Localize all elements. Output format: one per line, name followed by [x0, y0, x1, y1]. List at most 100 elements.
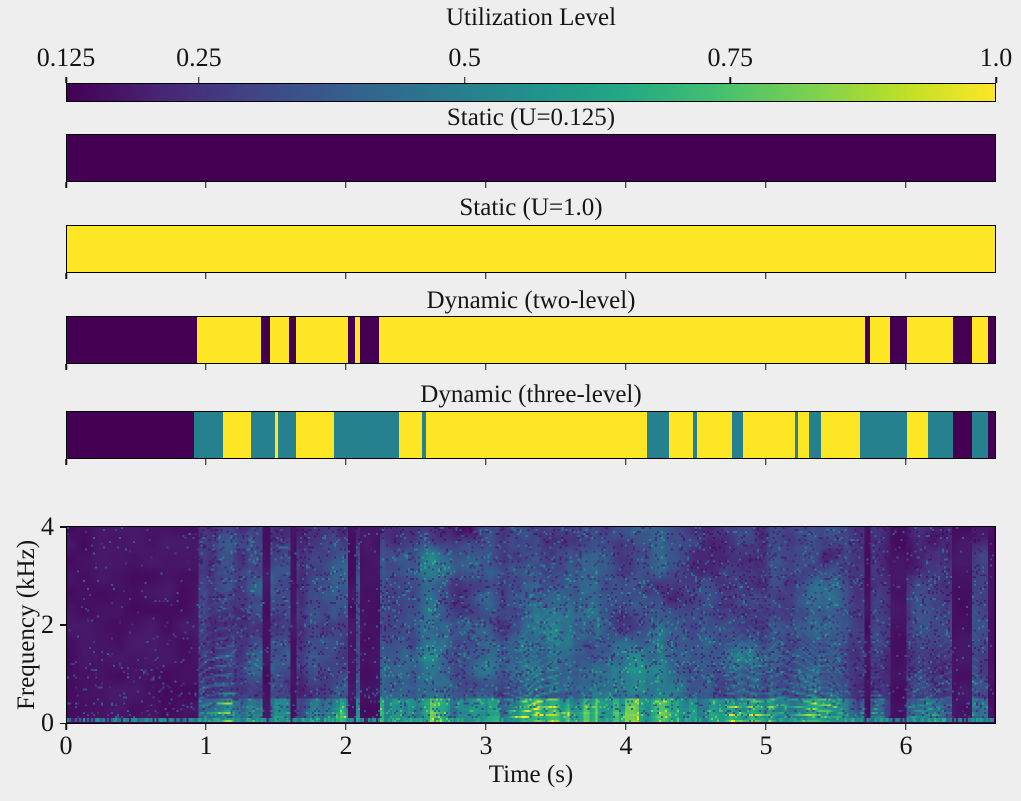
colorbar-tick: [729, 77, 732, 83]
utilization-segment: [889, 317, 907, 363]
utilization-segment: [269, 317, 290, 363]
colorbar-tick-labels: 0.125 0.25 0.5 0.75 1.0: [37, 43, 1013, 72]
x-axis-label: Time (s): [488, 761, 574, 788]
utilization-segment: [906, 317, 953, 363]
utilization-segment: [794, 412, 798, 458]
utilization-segment: [223, 412, 252, 458]
x-tick-mark: [65, 364, 67, 370]
utilization-segment: [646, 412, 670, 458]
y-axis-tick: [60, 526, 66, 528]
utilization-segment: [808, 412, 822, 458]
x-tick-mark: [905, 273, 907, 279]
utilization-segment: [870, 317, 890, 363]
x-axis-tick-label: 6: [899, 731, 913, 760]
y-axis-tick: [60, 722, 66, 724]
x-tick-mark: [65, 459, 67, 465]
utilization-segment: [743, 412, 795, 458]
x-axis-tick-label: 3: [479, 731, 493, 760]
x-tick-mark: [345, 459, 347, 465]
x-tick-mark: [345, 182, 347, 188]
colorbar-tick-label: 0.5: [448, 43, 481, 72]
utilization-segment: [194, 412, 224, 458]
strip-title-dynamic-three-level: Dynamic (three-level): [420, 381, 642, 408]
utilization-segment: [261, 317, 270, 363]
x-tick-mark: [625, 182, 627, 188]
y-axis-tick: [60, 624, 66, 626]
utilization-segment: [731, 412, 744, 458]
spectrogram-panel: [66, 526, 996, 724]
colorbar-title: Utilization Level: [445, 4, 617, 31]
utilization-segment: [426, 412, 647, 458]
x-tick-mark: [625, 364, 627, 370]
x-tick-mark: [765, 459, 767, 465]
x-tick-mark: [345, 364, 347, 370]
colorbar-ticks: [65, 77, 997, 83]
strip-tick-row: [65, 273, 996, 279]
utilization-segment: [296, 412, 334, 458]
x-tick-mark: [205, 459, 207, 465]
utilization-segment: [67, 412, 195, 458]
x-tick-mark: [485, 182, 487, 188]
utilization-segment: [697, 412, 732, 458]
strip-title-dynamic-two-level: Dynamic (two-level): [426, 287, 636, 314]
x-tick-mark: [765, 273, 767, 279]
x-tick-mark: [485, 273, 487, 279]
utilization-segment: [251, 412, 276, 458]
x-axis-tick-labels: 0 1 2 3 4 5 6: [60, 731, 996, 761]
x-axis-tick-label: 1: [199, 731, 213, 760]
x-axis-tick-label: 2: [339, 731, 353, 760]
strip-tick-row: [65, 364, 996, 370]
utilization-strip-dynamic-three-level: [66, 411, 996, 459]
colorbar-tick-label: 0.125: [36, 43, 96, 72]
y-axis-tick-label: 4: [41, 511, 54, 541]
utilization-segment: [987, 317, 995, 363]
x-tick-mark: [485, 459, 487, 465]
utilization-segment: [296, 317, 348, 363]
x-tick-mark: [205, 724, 207, 730]
utilization-segment: [972, 412, 988, 458]
utilization-segment: [67, 135, 995, 181]
colorbar-tick-label: 1.0: [979, 43, 1013, 72]
utilization-segment: [277, 412, 297, 458]
utilization-segment: [354, 317, 361, 363]
utilization-segment: [67, 317, 197, 363]
utilization-segment: [669, 412, 693, 458]
utilization-segment: [333, 412, 400, 458]
x-tick-mark: [65, 182, 67, 188]
y-axis-tick-label: 2: [41, 610, 54, 639]
spectrogram-x-tick-row: [65, 724, 996, 730]
utilization-segment: [927, 412, 953, 458]
x-tick-mark: [345, 724, 347, 730]
x-tick-mark: [205, 364, 207, 370]
x-tick-mark: [905, 724, 907, 730]
strip-tick-row: [65, 459, 996, 465]
utilization-segment: [421, 412, 426, 458]
x-tick-mark: [765, 182, 767, 188]
utilization-segment: [797, 412, 809, 458]
x-tick-mark: [485, 364, 487, 370]
spectrogram-canvas: [67, 527, 994, 722]
colorbar-bar: [66, 83, 996, 102]
utilization-segment: [67, 226, 995, 272]
x-tick-mark: [765, 724, 767, 730]
utilization-segment: [952, 317, 973, 363]
x-tick-mark: [765, 364, 767, 370]
utilization-segment: [378, 317, 865, 363]
utilization-segment: [360, 317, 379, 363]
x-tick-mark: [65, 724, 67, 730]
utilization-segment: [399, 412, 422, 458]
utilization-strip-static-u0125: [66, 134, 996, 182]
x-tick-mark: [905, 182, 907, 188]
utilization-segment: [860, 412, 907, 458]
colorbar-tick: [198, 77, 200, 83]
x-tick-mark: [205, 182, 207, 188]
utilization-segment: [864, 317, 871, 363]
colorbar-tick: [463, 77, 466, 83]
utilization-strip-dynamic-two-level: [66, 316, 996, 364]
x-axis-tick-label: 4: [619, 731, 633, 760]
strip-title-static-u0125: Static (U=0.125): [446, 104, 616, 131]
utilization-segment: [692, 412, 698, 458]
x-tick-mark: [205, 273, 207, 279]
x-tick-mark: [65, 273, 67, 279]
